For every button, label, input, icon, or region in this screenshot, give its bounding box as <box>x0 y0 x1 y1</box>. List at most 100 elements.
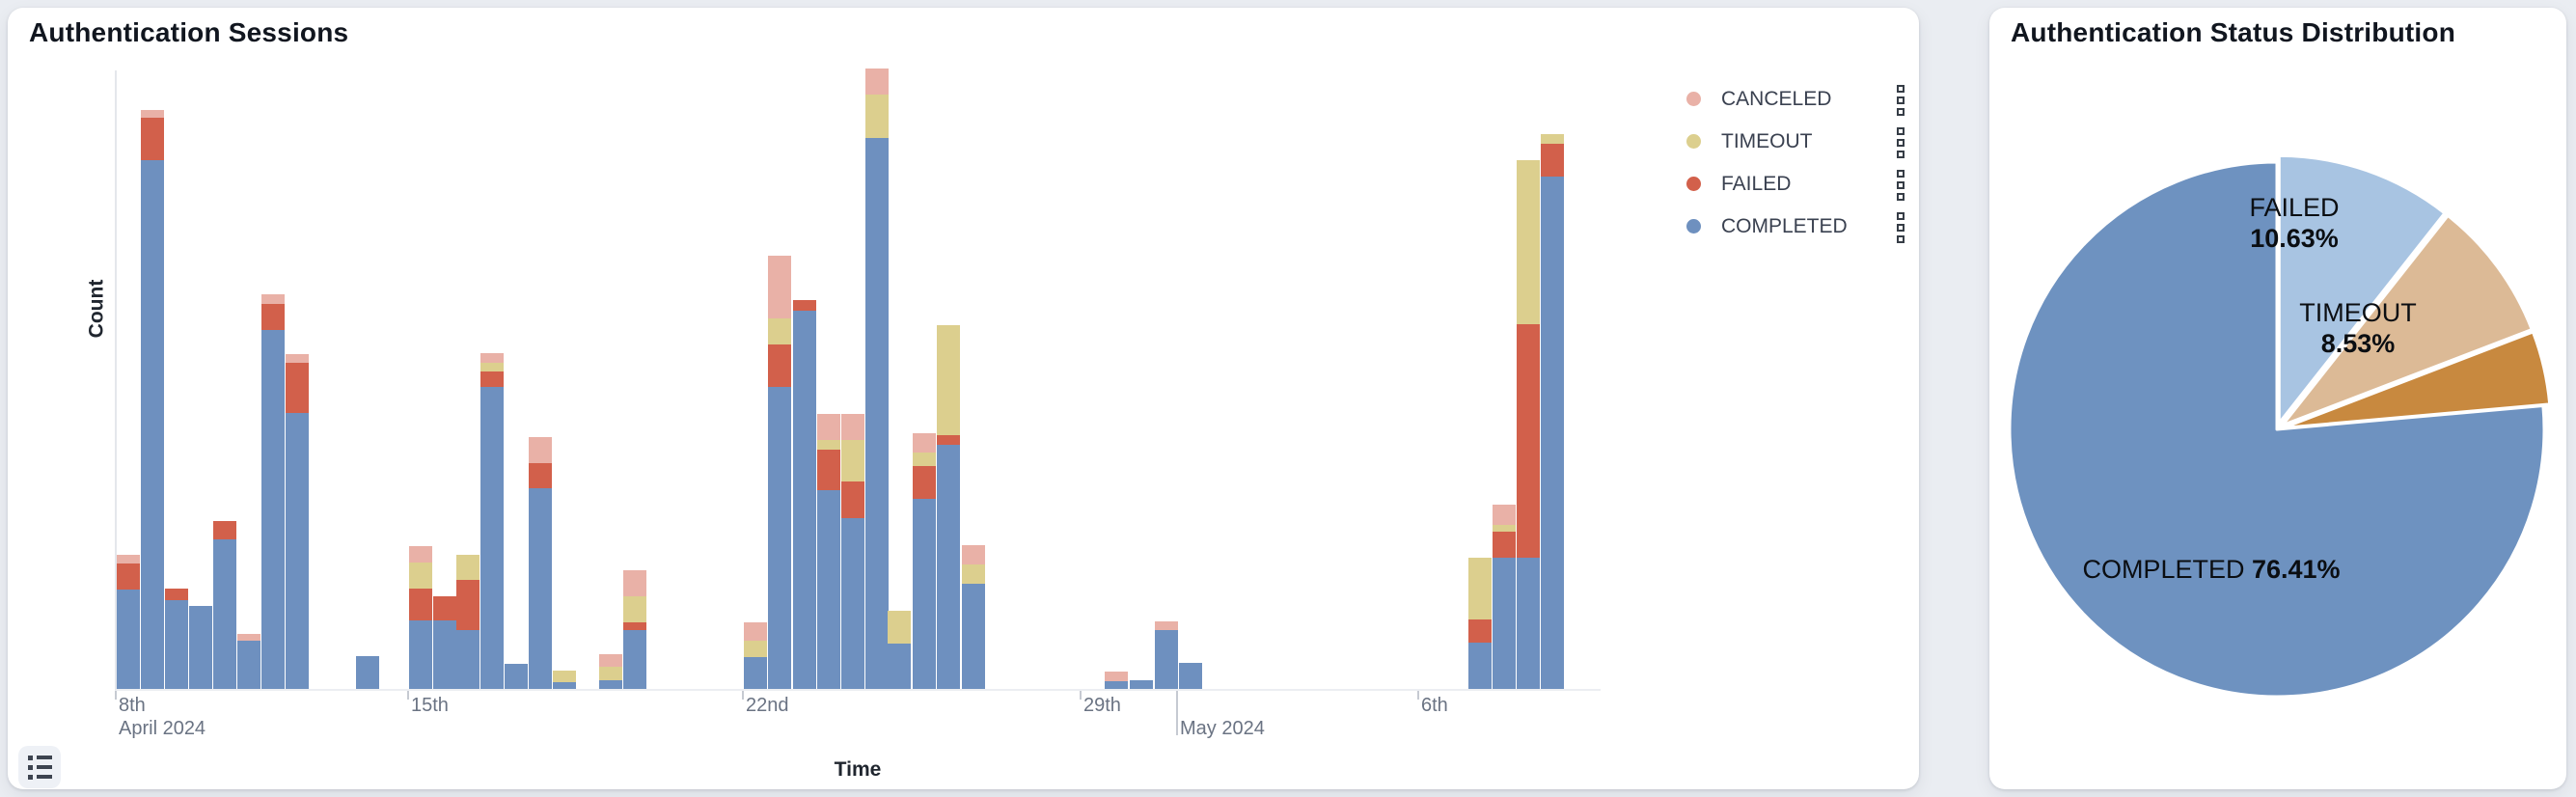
bar-segment-completed <box>913 498 936 689</box>
legend-label: TIMEOUT <box>1721 130 1813 152</box>
bar-05-07-PM[interactable] <box>1493 505 1516 689</box>
bar-05-01-AM[interactable] <box>1179 663 1202 689</box>
bar-segment-timeout <box>1517 160 1540 324</box>
bar-04-18-AM[interactable] <box>553 671 576 689</box>
bar-segment-failed <box>1468 619 1492 643</box>
bar-segment-canceled <box>913 433 936 453</box>
x-axis-tick-mark <box>1176 691 1178 735</box>
bar-04-30-PM[interactable] <box>1155 621 1178 689</box>
bar-04-26-AM[interactable] <box>937 325 960 689</box>
pie-label-failed: FAILED 10.63% <box>2249 193 2340 253</box>
authentication-status-distribution-card: Authentication Status Distribution FAILE… <box>1989 8 2566 789</box>
bar-04-23-PM[interactable] <box>817 414 840 689</box>
bar-04-26-PM[interactable] <box>962 545 985 689</box>
bar-04-17-PM[interactable] <box>529 437 552 689</box>
bar-04-24-PM[interactable] <box>865 69 889 689</box>
bar-segment-completed <box>356 656 379 689</box>
bar-04-15-AM[interactable] <box>409 546 432 689</box>
bar-segment-completed <box>505 664 528 689</box>
authentication-sessions-card: Authentication Sessions Count 8th April 2… <box>8 8 1919 789</box>
bar-04-25-PM[interactable] <box>913 433 936 689</box>
bar-04-30-AM[interactable] <box>1130 680 1153 689</box>
bar-04-11-AM[interactable] <box>261 294 285 689</box>
legend-label: COMPLETED <box>1721 215 1848 237</box>
bar-segment-canceled <box>841 414 864 440</box>
drag-handle-icon[interactable] <box>1897 85 1908 116</box>
bar-segment-completed <box>888 644 911 689</box>
bar-segment-failed <box>1493 531 1516 558</box>
bar-segment-failed <box>165 589 188 600</box>
pie-slice-completed[interactable] <box>2008 160 2546 699</box>
pie-slice-failed[interactable] <box>2277 153 2447 425</box>
bar-04-24-AM[interactable] <box>841 414 864 689</box>
bar-segment-failed <box>913 465 936 499</box>
bar-04-19-PM[interactable] <box>623 570 646 689</box>
bar-04-22-AM[interactable] <box>744 622 767 689</box>
bar-04-29-PM[interactable] <box>1105 672 1128 689</box>
bar-04-08-AM[interactable] <box>117 555 140 689</box>
bar-segment-failed <box>286 363 309 413</box>
legend-item-completed[interactable]: COMPLETED <box>1677 206 1922 249</box>
legend-item-timeout[interactable]: TIMEOUT <box>1677 122 1922 164</box>
drag-handle-icon[interactable] <box>1897 170 1908 201</box>
bar-segment-canceled <box>237 634 260 641</box>
legend-dot-icon <box>1686 134 1701 149</box>
bar-04-23-AM[interactable] <box>793 300 816 689</box>
bar-04-09-AM[interactable] <box>165 589 188 689</box>
bar-segment-completed <box>1179 663 1202 689</box>
bar-05-08-AM[interactable] <box>1517 160 1540 689</box>
bar-04-16-AM[interactable] <box>456 555 480 689</box>
bar-segment-completed <box>237 641 260 689</box>
bar-04-15-PM[interactable] <box>433 596 456 689</box>
x-axis-tick-mark <box>115 691 117 700</box>
bar-04-25-AM[interactable] <box>888 611 911 689</box>
list-icon <box>28 755 61 760</box>
drag-handle-icon[interactable] <box>1897 212 1908 243</box>
bar-segment-canceled <box>865 69 889 95</box>
bar-segment-timeout <box>937 325 960 435</box>
bar-segment-failed <box>117 563 140 590</box>
legend-item-canceled[interactable]: CANCELED <box>1677 79 1922 122</box>
bar-04-19-AM[interactable] <box>599 654 622 689</box>
bar-segment-failed <box>1517 324 1540 558</box>
bar-05-08-PM[interactable] <box>1541 134 1564 689</box>
bar-segment-failed <box>623 622 646 630</box>
pie-label-timeout: TIMEOUT 8.53% <box>2299 298 2417 358</box>
x-axis-tick-label: 6th <box>1421 695 1448 716</box>
bar-segment-completed <box>433 620 456 689</box>
bar-segment-completed <box>456 630 480 689</box>
bar-04-16-PM[interactable] <box>480 353 504 689</box>
bar-04-17-AM[interactable] <box>505 664 528 689</box>
drag-handle-icon[interactable] <box>1897 127 1908 158</box>
bar-segment-completed <box>165 600 188 689</box>
bar-segment-canceled <box>1105 672 1128 681</box>
bar-04-10-AM[interactable] <box>213 521 236 689</box>
bar-segment-completed <box>553 682 576 689</box>
bar-segment-canceled <box>409 546 432 563</box>
pie-slice-canceled[interactable] <box>2282 330 2552 429</box>
bar-segment-canceled <box>1155 621 1178 630</box>
bar-segment-canceled <box>286 354 309 363</box>
bar-segment-completed <box>865 137 889 689</box>
bar-segment-timeout <box>456 555 480 580</box>
bar-04-13-AM[interactable] <box>356 656 379 689</box>
bar-segment-timeout <box>841 440 864 481</box>
bar-segment-canceled <box>261 294 285 304</box>
bar-segment-failed <box>793 300 816 311</box>
legend-item-failed[interactable]: FAILED <box>1677 164 1922 206</box>
pie-slice-timeout[interactable] <box>2281 213 2534 427</box>
x-axis-tick-label: 15th <box>411 695 449 716</box>
bar-segment-failed <box>817 450 840 490</box>
bar-04-11-PM[interactable] <box>286 354 309 689</box>
bar-05-07-AM[interactable] <box>1468 558 1492 689</box>
list-view-button[interactable] <box>18 746 61 788</box>
bar-segment-completed <box>261 330 285 689</box>
bar-segment-timeout <box>768 318 791 344</box>
bar-04-08-PM[interactable] <box>141 110 164 689</box>
bar-04-10-PM[interactable] <box>237 634 260 689</box>
bar-segment-failed <box>261 304 285 330</box>
bar-segment-completed <box>744 657 767 689</box>
bar-04-09-PM[interactable] <box>189 606 212 689</box>
bar-04-22-PM[interactable] <box>768 256 791 689</box>
bar-segment-completed <box>529 488 552 689</box>
